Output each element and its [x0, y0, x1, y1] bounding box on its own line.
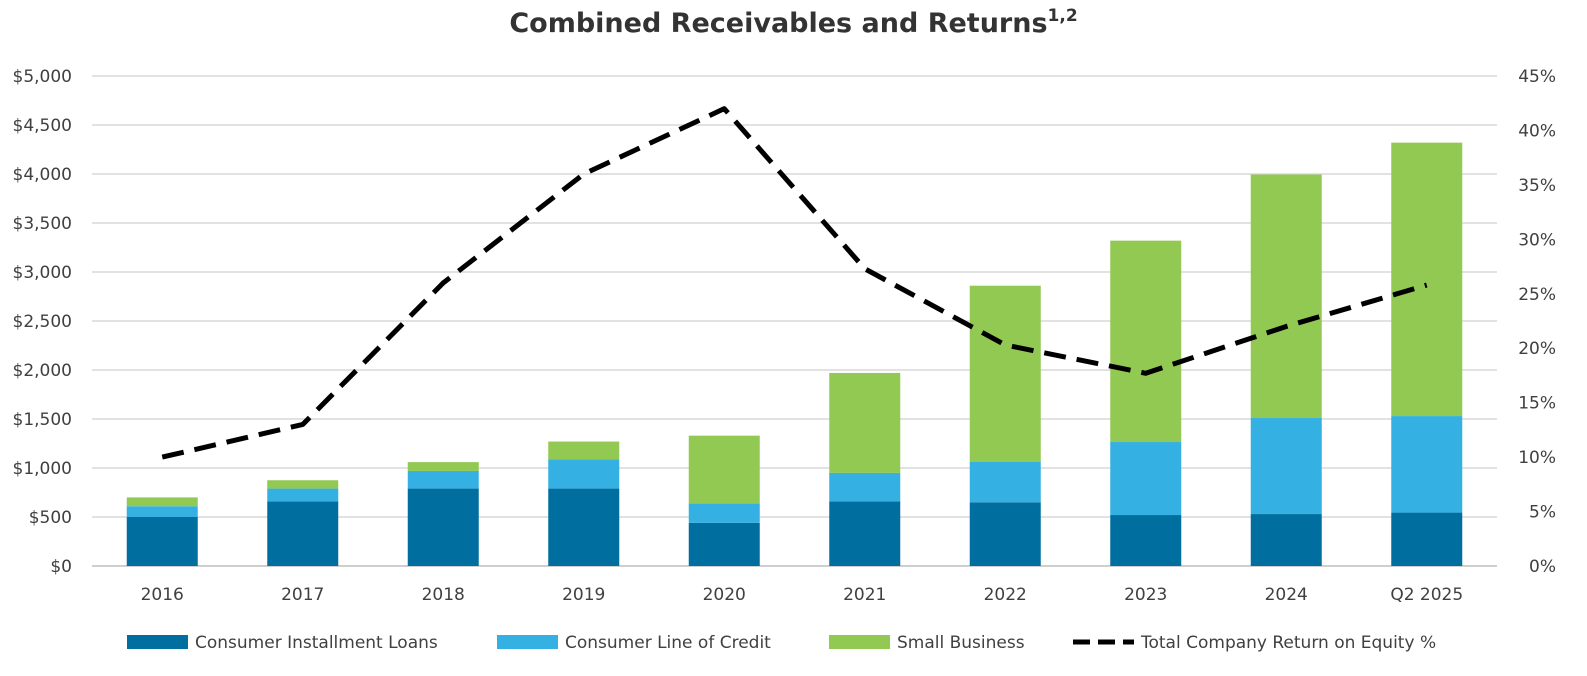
bar-consumer-line-of-credit — [548, 459, 620, 489]
right-axis-tick-label: 45% — [1518, 67, 1556, 87]
roe-line-series — [161, 106, 1428, 460]
bar-series — [126, 142, 1463, 566]
x-axis-tick-label: 2017 — [281, 585, 324, 605]
x-axis-tick-label: 2022 — [984, 585, 1027, 605]
bar-small-business — [688, 435, 760, 504]
roe-line — [161, 106, 1428, 460]
left-axis-tick-label: $1,000 — [13, 459, 72, 479]
bar-small-business — [267, 480, 339, 489]
x-axis-tick-label: 2021 — [843, 585, 886, 605]
bar-consumer-line-of-credit — [267, 488, 339, 502]
x-axis-tick-label: 2019 — [562, 585, 605, 605]
bar-consumer-installment-loans — [1110, 515, 1182, 566]
right-axis-tick-label: 40% — [1518, 121, 1556, 141]
x-axis-tick-label: 2023 — [1124, 585, 1167, 605]
bar-consumer-line-of-credit — [126, 506, 198, 517]
right-axis-tick-label: 30% — [1518, 230, 1556, 250]
left-axis-tick-label: $0 — [50, 557, 72, 577]
right-axis-tick-label: 5% — [1529, 503, 1556, 523]
bar-small-business — [126, 497, 198, 507]
bar-consumer-installment-loans — [969, 502, 1041, 566]
bar-small-business — [407, 462, 479, 471]
x-axis-tick-label: Q2 2025 — [1390, 585, 1463, 605]
bar-consumer-line-of-credit — [1391, 416, 1463, 513]
x-axis-tick-label: 2018 — [422, 585, 465, 605]
bar-consumer-installment-loans — [1250, 514, 1322, 566]
bar-consumer-installment-loans — [548, 488, 620, 566]
x-axis-ticks: 2016 2017 2018 2019 2020 2021 2022 2023 2024 Q2 2… — [141, 585, 1464, 605]
chart-title-text: Combined Receivables and Returns — [509, 8, 1048, 39]
right-axis-tick-label: 25% — [1518, 285, 1556, 305]
bar-consumer-line-of-credit — [1110, 442, 1182, 516]
x-axis-tick-label: 2016 — [141, 585, 184, 605]
bar-small-business — [548, 441, 620, 460]
left-axis-tick-label: $5,000 — [13, 67, 72, 87]
bar-consumer-installment-loans — [688, 522, 760, 566]
bar-small-business — [1391, 142, 1463, 417]
right-axis-tick-label: 35% — [1518, 176, 1556, 196]
left-axis-tick-label: $3,500 — [13, 214, 72, 234]
left-axis-tick-label: $4,000 — [13, 165, 72, 185]
left-axis-tick-label: $500 — [29, 508, 72, 528]
legend-swatch — [829, 635, 890, 649]
right-axis-tick-label: 0% — [1529, 557, 1556, 577]
left-axis-tick-label: $1,500 — [13, 410, 72, 430]
legend: Consumer Installment Loans Consumer Line … — [127, 633, 1436, 653]
bar-consumer-installment-loans — [126, 517, 198, 566]
left-axis-tick-label: $2,500 — [13, 312, 72, 332]
left-axis-ticks: $0 $500 $1,000 $1,500 $2,000 $2,500 $3,000 $3,5… — [13, 67, 72, 577]
left-axis-tick-label: $2,000 — [13, 361, 72, 381]
legend-label: Total Company Return on Equity % — [1140, 633, 1436, 653]
legend-label: Consumer Installment Loans — [195, 633, 438, 653]
bar-consumer-line-of-credit — [688, 503, 760, 523]
right-axis-tick-label: 10% — [1518, 448, 1556, 468]
legend-swatch — [497, 635, 558, 649]
bar-small-business — [969, 285, 1041, 462]
left-axis-tick-label: $3,000 — [13, 263, 72, 283]
x-axis-tick-label: 2020 — [703, 585, 746, 605]
x-axis-tick-label: 2024 — [1265, 585, 1308, 605]
bar-small-business — [829, 372, 901, 473]
chart-title-superscript: 1,2 — [1047, 6, 1078, 26]
chart-title: Combined Receivables and Returns1,2 — [0, 6, 1587, 39]
legend-label: Consumer Line of Credit — [565, 633, 771, 653]
bar-consumer-installment-loans — [407, 488, 479, 566]
bar-small-business — [1250, 174, 1322, 419]
bar-consumer-installment-loans — [267, 501, 339, 566]
bar-consumer-line-of-credit — [1250, 418, 1322, 515]
right-axis-ticks: 0% 5% 10% 15% 20% 25% 30% 35% 40% 45% — [1518, 67, 1556, 577]
bar-small-business — [1110, 240, 1182, 443]
legend-swatch — [127, 635, 188, 649]
bar-consumer-line-of-credit — [829, 472, 901, 502]
bar-consumer-line-of-credit — [969, 461, 1041, 503]
bar-consumer-installment-loans — [829, 501, 901, 566]
bar-consumer-line-of-credit — [407, 470, 479, 489]
left-axis-tick-label: $4,500 — [13, 116, 72, 136]
right-axis-tick-label: 15% — [1518, 394, 1556, 414]
bar-consumer-installment-loans — [1391, 512, 1463, 566]
legend-label: Small Business — [897, 633, 1025, 653]
right-axis-tick-label: 20% — [1518, 339, 1556, 359]
